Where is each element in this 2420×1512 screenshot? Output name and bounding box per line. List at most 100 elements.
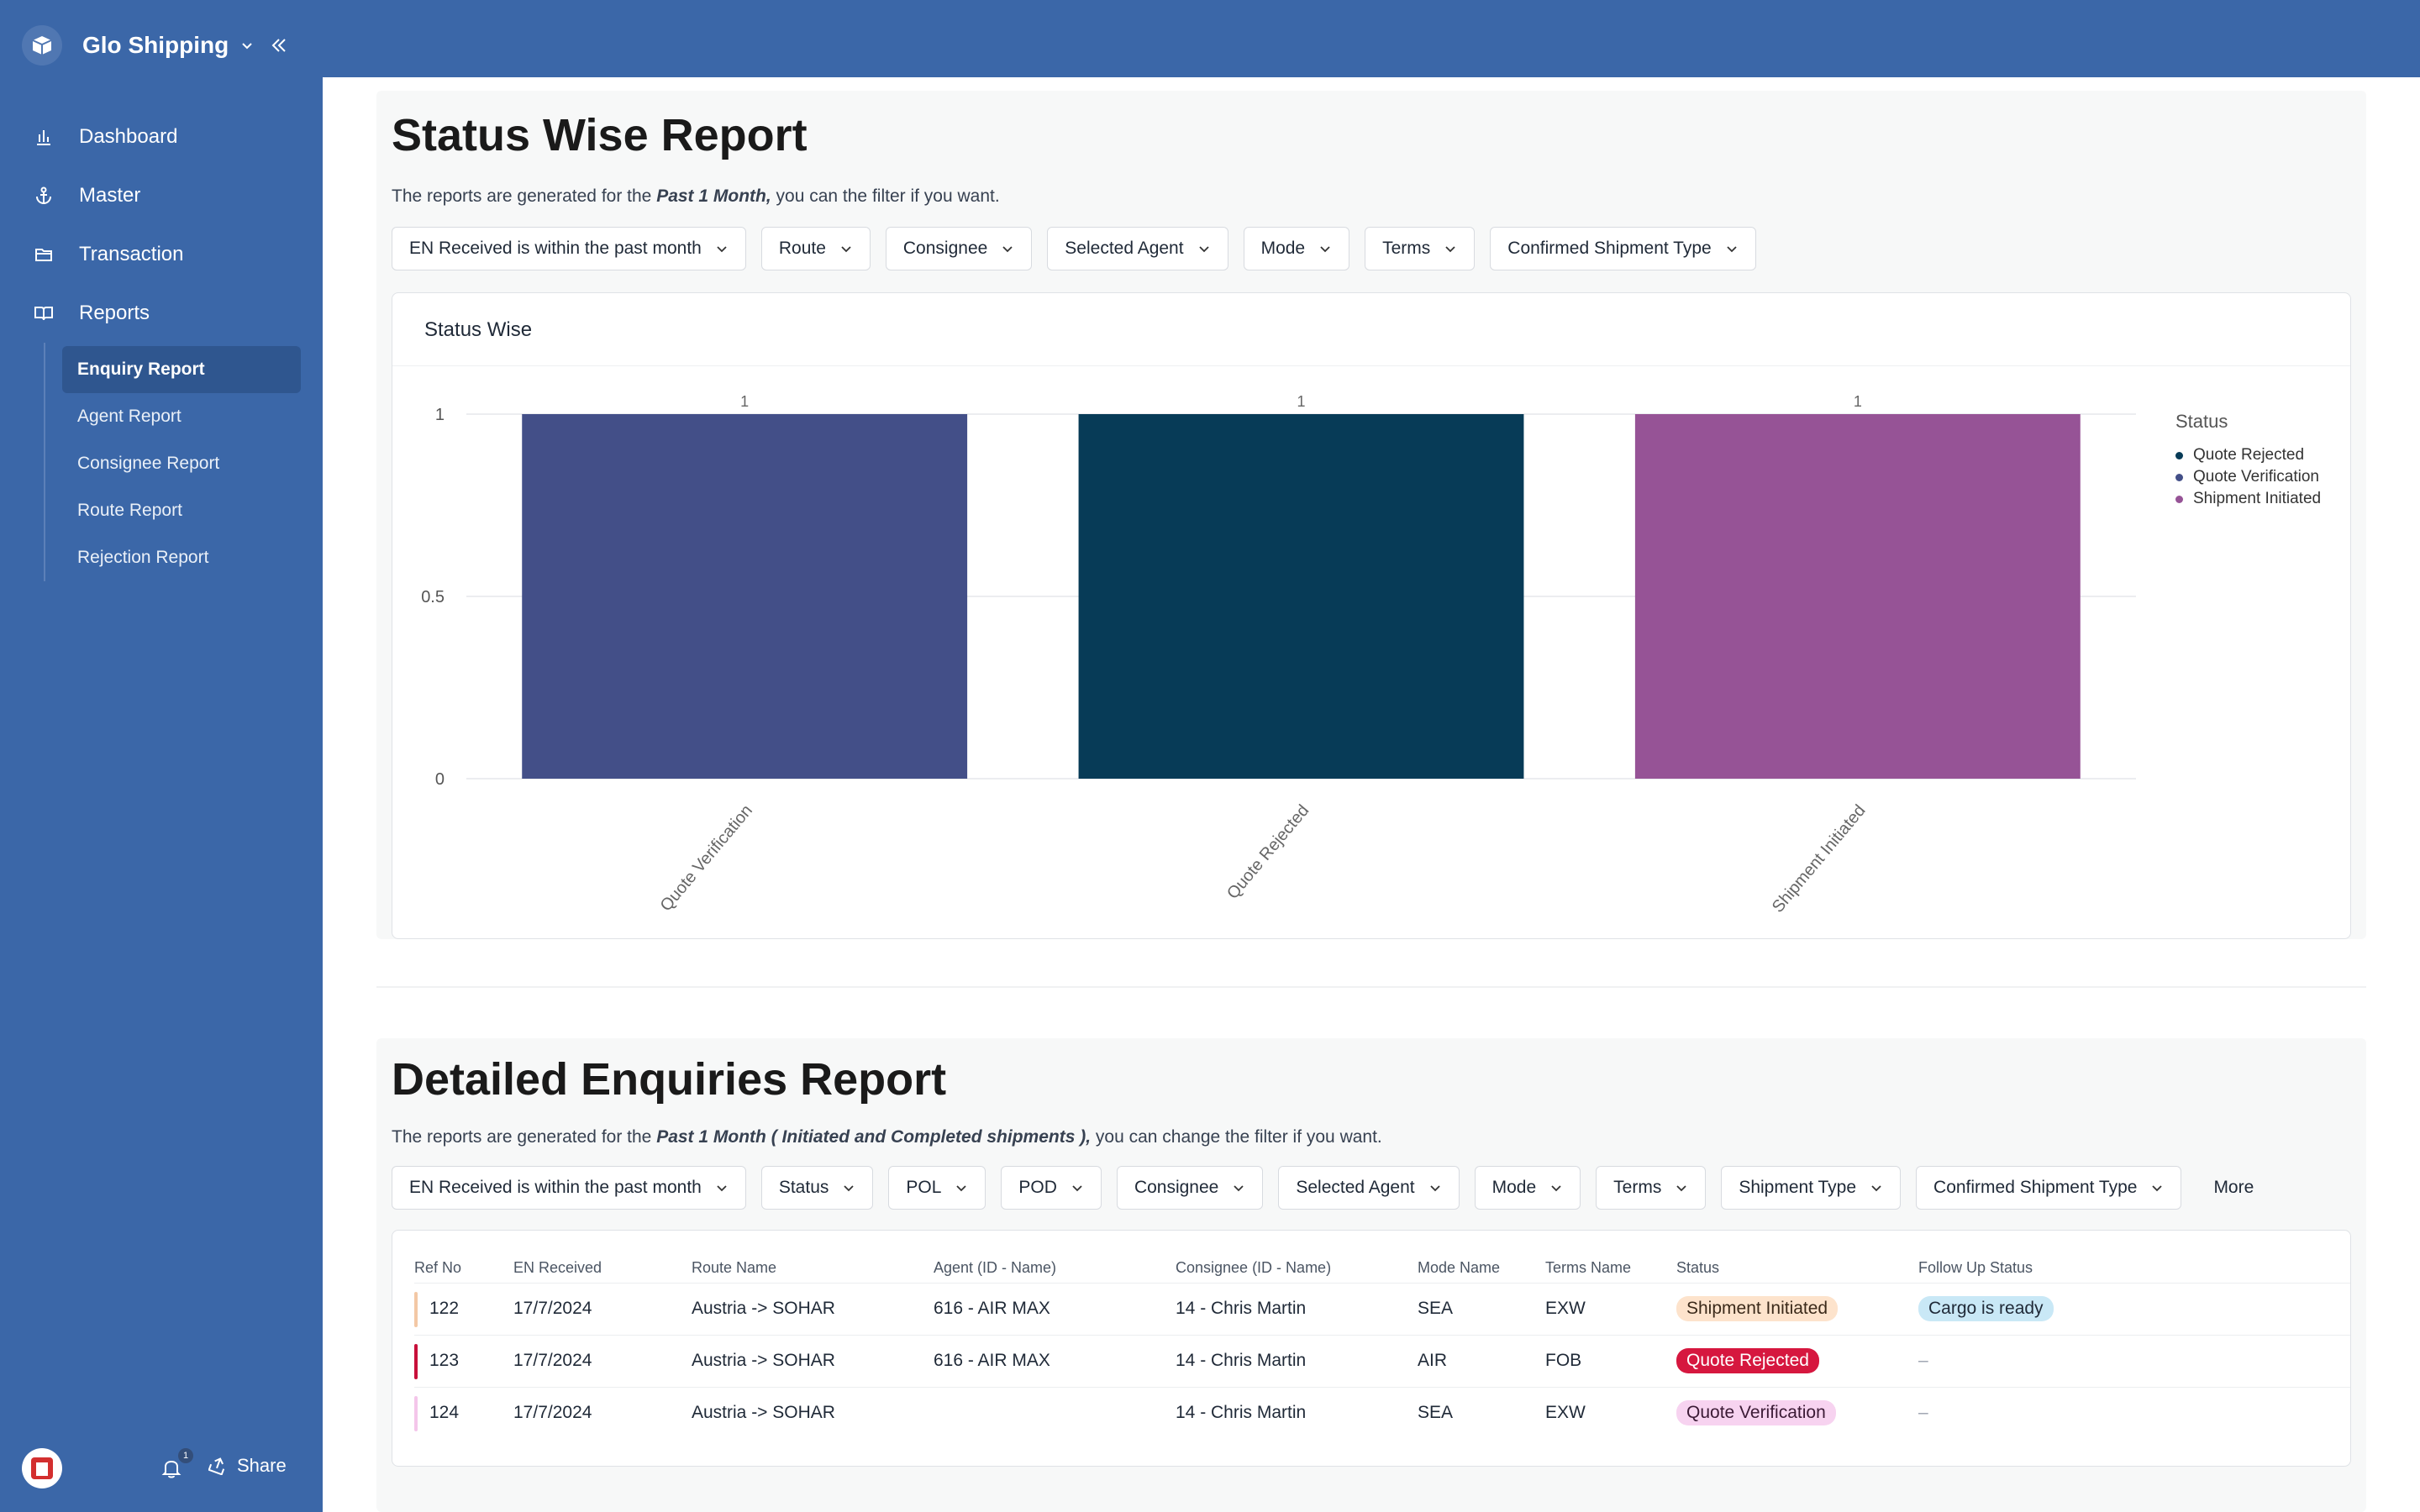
route-cell: Austria -> SOHAR — [692, 1386, 934, 1439]
filter-confirmed-shipment-type[interactable]: Confirmed Shipment Type — [1916, 1166, 2182, 1210]
chevron-down-icon — [841, 246, 851, 253]
table-row[interactable]: 123 17/7/2024 Austria -> SOHAR 616 - AIR… — [414, 1334, 2350, 1387]
mode-cell: SEA — [1418, 1386, 1545, 1439]
sidebar-item-reports[interactable]: Reports — [0, 284, 323, 343]
sidebar-item-transaction[interactable]: Transaction — [0, 225, 323, 284]
filter-mode[interactable]: Mode — [1474, 1166, 1581, 1210]
table-row[interactable]: 124 17/7/2024 Austria -> SOHAR 14 - Chri… — [414, 1386, 2350, 1439]
column-header[interactable]: Consignee (ID - Name) — [1176, 1259, 1332, 1277]
filter-status[interactable]: Status — [760, 1166, 874, 1210]
report-description: The reports are generated for the Past 1… — [392, 1127, 1382, 1147]
chevron-down-icon — [1676, 1185, 1686, 1192]
column-header[interactable]: Status — [1676, 1259, 1720, 1277]
ref-no-cell: 124 — [414, 1386, 513, 1439]
status-bar-chart: 0 0.5 1 1 Quote Verification 1 Quote Rejected 1… — [421, 393, 2136, 915]
legend-dot — [2175, 473, 2183, 481]
agent-cell — [934, 1386, 1176, 1439]
status-color-bar — [414, 1291, 418, 1327]
filter-mode[interactable]: Mode — [1243, 227, 1350, 270]
legend-item[interactable]: Quote Rejected — [2175, 444, 2321, 466]
sidebar-nav: Dashboard Master Transaction Reports Enq… — [0, 108, 323, 581]
filter-consignee[interactable]: Consignee — [1116, 1166, 1264, 1210]
brand-switcher[interactable]: Glo Shipping — [22, 25, 255, 66]
sidebar-item-route-report[interactable]: Route Report — [77, 501, 182, 520]
filter-selected-agent[interactable]: Selected Agent — [1278, 1166, 1460, 1210]
filter-en-received[interactable]: EN Received is within the past month — [392, 1166, 746, 1210]
filter-confirmed-shipment-type[interactable]: Confirmed Shipment Type — [1490, 227, 1756, 270]
column-header[interactable]: EN Received — [513, 1259, 602, 1277]
status-filters: EN Received is within the past month Rou… — [392, 227, 1771, 270]
table-header-row: Ref No EN Received Route Name Agent (ID … — [414, 1254, 2350, 1283]
column-header[interactable]: Agent (ID - Name) — [934, 1259, 1057, 1277]
share-button[interactable]: Share — [208, 1455, 287, 1477]
bar-data-label: 1 — [740, 393, 749, 410]
sidebar-item-enquiry-report[interactable]: Enquiry Report — [62, 346, 301, 393]
chart-title: Status Wise — [424, 318, 533, 341]
y-tick-label: 0 — [435, 770, 445, 789]
sidebar-item-agent-report[interactable]: Agent Report — [77, 407, 182, 426]
sidebar-item-consignee-report[interactable]: Consignee Report — [77, 454, 220, 473]
chevron-down-icon — [844, 1185, 855, 1192]
filter-en-received[interactable]: EN Received is within the past month — [392, 227, 746, 270]
legend-item[interactable]: Shipment Initiated — [2175, 488, 2321, 510]
status-badge: Quote Verification — [1676, 1400, 1836, 1426]
filter-terms[interactable]: Terms — [1596, 1166, 1707, 1210]
status-cell: Quote Verification — [1676, 1386, 1918, 1439]
filter-route[interactable]: Route — [760, 227, 871, 270]
follow-up-empty: – — [1918, 1403, 1928, 1423]
share-label: Share — [237, 1455, 287, 1476]
more-filters-button[interactable]: More — [2213, 1178, 2254, 1197]
column-header[interactable]: Ref No — [414, 1259, 462, 1277]
bar-data-label: 1 — [1854, 393, 1862, 410]
filter-shipment-type[interactable]: Shipment Type — [1721, 1166, 1902, 1210]
bell-icon[interactable] — [160, 1457, 183, 1480]
column-header[interactable]: Follow Up Status — [1918, 1259, 2033, 1277]
en-received-cell: 17/7/2024 — [513, 1334, 692, 1387]
reports-submenu: Enquiry Report Agent Report Consignee Re… — [44, 343, 323, 581]
legend-item[interactable]: Quote Verification — [2175, 466, 2321, 488]
filter-selected-agent[interactable]: Selected Agent — [1047, 227, 1228, 270]
table-row[interactable]: 122 17/7/2024 Austria -> SOHAR 616 - AIR… — [414, 1282, 2350, 1335]
sidebar-item-rejection-report[interactable]: Rejection Report — [77, 548, 209, 567]
collapse-sidebar-icon[interactable] — [267, 34, 291, 57]
bar — [522, 414, 968, 779]
sidebar-item-dashboard[interactable]: Dashboard — [0, 108, 323, 166]
follow-up-empty: – — [1918, 1351, 1928, 1370]
enquiries-table: Ref No EN Received Route Name Agent (ID … — [414, 1254, 2350, 1439]
route-cell: Austria -> SOHAR — [692, 1334, 934, 1387]
bar — [1078, 414, 1524, 779]
detailed-filters: EN Received is within the past month Sta… — [392, 1166, 2286, 1210]
anchor-icon — [32, 184, 55, 207]
mode-cell: AIR — [1418, 1334, 1545, 1387]
en-received-cell: 17/7/2024 — [513, 1282, 692, 1335]
chevron-down-icon — [1727, 246, 1737, 253]
terms-cell: EXW — [1545, 1386, 1676, 1439]
bar-chart-icon — [32, 125, 55, 149]
chevron-down-icon — [956, 1185, 967, 1192]
sidebar-item-master[interactable]: Master — [0, 166, 323, 225]
chevron-down-icon — [1198, 246, 1209, 253]
chevron-down-icon — [2152, 1185, 2163, 1192]
chevron-down-icon — [1234, 1185, 1244, 1192]
column-header[interactable]: Terms Name — [1545, 1259, 1632, 1277]
detailed-enquiries-section: Detailed Enquiries Report The reports ar… — [376, 1038, 2366, 1512]
status-color-bar — [414, 1343, 418, 1379]
filter-terms[interactable]: Terms — [1365, 227, 1476, 270]
follow-up-cell: – — [1918, 1386, 2350, 1439]
consignee-cell: 14 - Chris Martin — [1176, 1386, 1418, 1439]
en-received-cell: 17/7/2024 — [513, 1386, 692, 1439]
report-description: The reports are generated for the Past 1… — [392, 186, 1000, 206]
column-header[interactable]: Mode Name — [1418, 1259, 1501, 1277]
route-cell: Austria -> SOHAR — [692, 1282, 934, 1335]
avatar[interactable] — [22, 1448, 62, 1488]
filter-consignee[interactable]: Consignee — [885, 227, 1033, 270]
status-cell: Shipment Initiated — [1676, 1282, 1918, 1335]
filter-pol[interactable]: POL — [888, 1166, 986, 1210]
chevron-down-icon — [1002, 246, 1013, 253]
filter-pod[interactable]: POD — [1001, 1166, 1102, 1210]
column-header[interactable]: Route Name — [692, 1259, 777, 1277]
status-wise-report-section: Status Wise Report The reports are gener… — [376, 91, 2366, 939]
app-name: Glo Shipping — [82, 32, 229, 58]
ref-no-cell: 123 — [414, 1334, 513, 1387]
chevron-down-icon — [1072, 1185, 1082, 1192]
